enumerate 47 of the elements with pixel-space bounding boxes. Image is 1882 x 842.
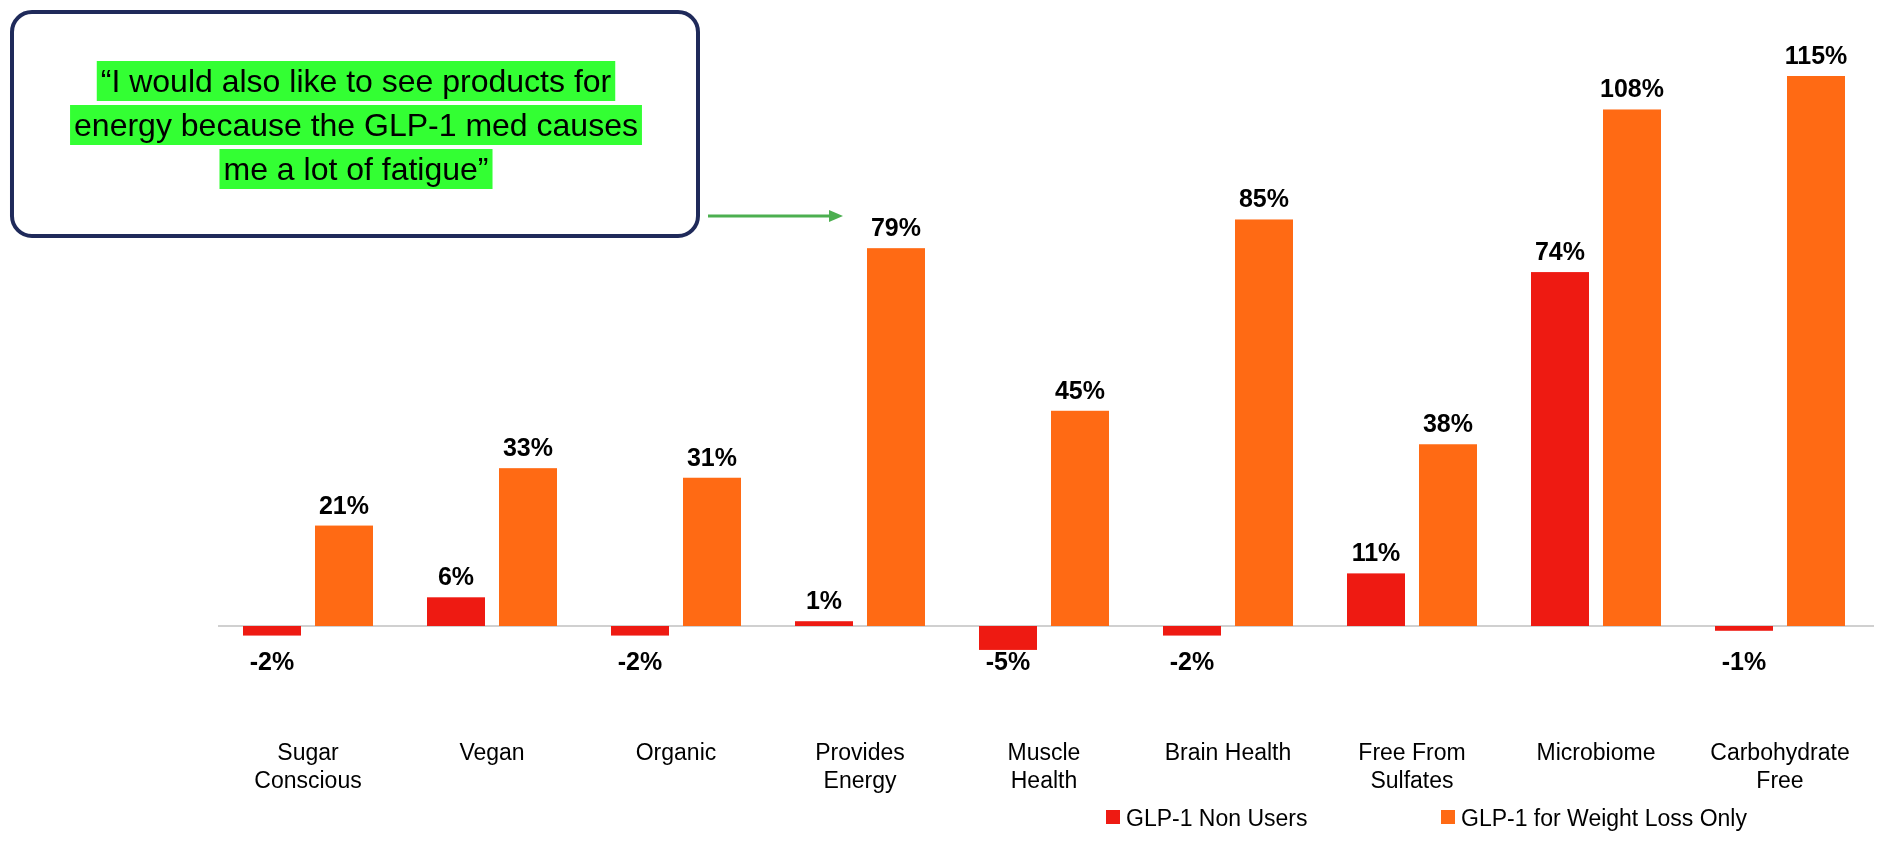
bar [867,248,925,626]
bar [1787,76,1845,626]
bar [1347,573,1405,626]
x-tick-label: Free From Sulfates [1358,739,1466,793]
legend-label: GLP-1 Non Users [1126,805,1308,831]
bar [683,477,741,626]
x-tick-label: Brain Health [1164,739,1292,765]
bar [1531,272,1589,626]
data-label: 33% [502,433,554,462]
x-tick-label: Carbohydrate Free [1710,739,1850,793]
data-label: 115% [1784,41,1848,69]
x-tick-label: Sugar Conscious [254,739,362,793]
bar [1235,219,1293,626]
legend-label: GLP-1 for Weight Loss Only [1461,805,1748,831]
bar [1163,626,1221,636]
bar [1603,109,1661,626]
data-label: -5% [985,647,1031,675]
data-label: 31% [686,442,738,471]
bar [427,597,485,626]
bar [611,626,669,636]
bar [979,626,1037,650]
data-label: 1% [805,586,843,615]
data-label: 79% [870,213,922,242]
x-tick-label: Microbiome [1536,739,1656,765]
x-tick-label: Provides Energy [815,739,905,793]
bar [499,468,557,626]
data-label: 38% [1422,409,1474,438]
data-label: 21% [318,490,370,519]
data-label: 74% [1534,237,1586,266]
x-tick-label: Vegan [459,739,525,765]
data-label: 11% [1351,538,1401,567]
bar [1715,626,1773,631]
data-label: -2% [617,647,663,675]
data-label: 45% [1054,375,1106,404]
data-label: 108% [1600,74,1664,103]
data-label: -2% [249,647,295,675]
x-tick-label: Muscle Health [1007,739,1081,793]
x-tick-label: Organic [635,739,717,765]
bar [1419,444,1477,626]
data-label: 85% [1238,184,1290,213]
data-label: -2% [1169,647,1215,675]
data-label: -1% [1721,647,1767,675]
bar [795,621,853,626]
bar [315,525,373,626]
bar [243,626,301,636]
bar [1051,410,1109,626]
data-label: 6% [437,562,475,591]
